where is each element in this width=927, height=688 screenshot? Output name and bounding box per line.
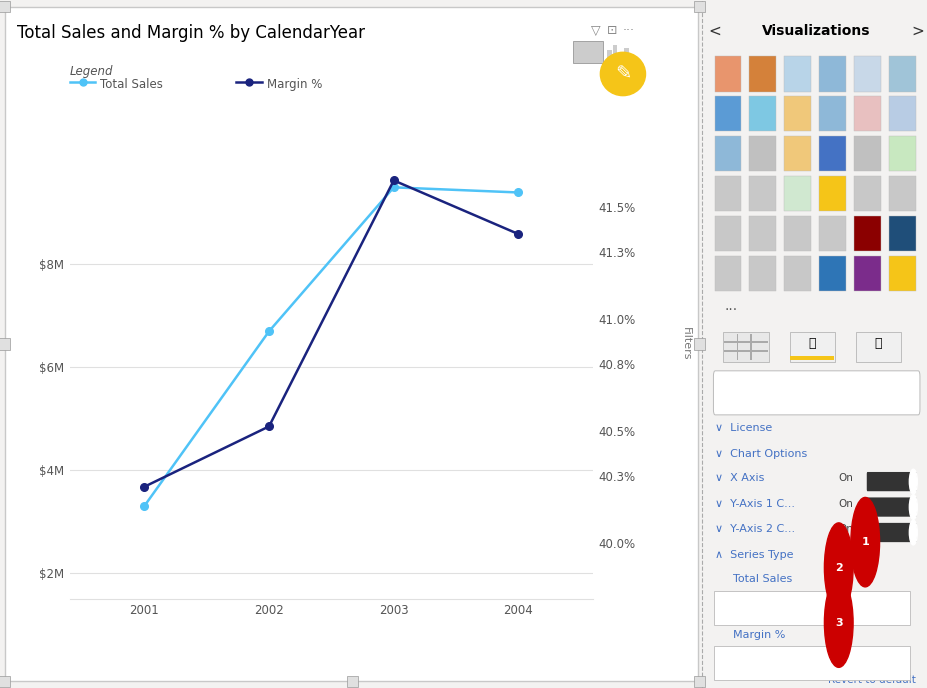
Text: ∨  Y-Axis 1 C...: ∨ Y-Axis 1 C... (716, 499, 795, 509)
Text: Line: Line (729, 654, 753, 667)
Text: 🔍: 🔍 (733, 380, 740, 391)
FancyBboxPatch shape (867, 497, 917, 517)
Text: ∨  Chart Options: ∨ Chart Options (716, 449, 807, 459)
Text: Total Sales: Total Sales (100, 78, 163, 91)
FancyBboxPatch shape (784, 176, 811, 211)
FancyBboxPatch shape (889, 176, 916, 211)
FancyBboxPatch shape (749, 56, 776, 92)
FancyBboxPatch shape (784, 136, 811, 171)
Bar (751, 334, 752, 360)
Circle shape (909, 495, 918, 519)
FancyBboxPatch shape (819, 256, 845, 291)
FancyBboxPatch shape (854, 136, 881, 171)
FancyBboxPatch shape (723, 332, 768, 362)
Text: Search: Search (762, 380, 802, 394)
Text: 3: 3 (835, 618, 843, 627)
FancyBboxPatch shape (889, 96, 916, 131)
FancyBboxPatch shape (715, 96, 742, 131)
FancyBboxPatch shape (854, 216, 881, 251)
Text: Legend: Legend (70, 65, 113, 78)
Circle shape (909, 520, 918, 545)
Text: ···: ··· (724, 303, 737, 316)
Text: Line: Line (729, 599, 753, 612)
FancyBboxPatch shape (889, 56, 916, 92)
Text: ···: ··· (623, 24, 635, 37)
FancyBboxPatch shape (715, 136, 742, 171)
FancyBboxPatch shape (854, 56, 881, 92)
FancyBboxPatch shape (749, 96, 776, 131)
FancyBboxPatch shape (819, 56, 845, 92)
Text: Margin %: Margin % (267, 78, 323, 91)
FancyBboxPatch shape (749, 176, 776, 211)
FancyBboxPatch shape (749, 216, 776, 251)
Text: ∨: ∨ (901, 601, 909, 610)
Text: ∨  X Axis: ∨ X Axis (716, 473, 765, 484)
Text: On: On (839, 499, 854, 509)
FancyBboxPatch shape (715, 176, 742, 211)
FancyBboxPatch shape (854, 256, 881, 291)
FancyBboxPatch shape (714, 371, 920, 415)
Circle shape (601, 52, 645, 96)
Text: Filters: Filters (681, 327, 691, 361)
Text: 🔍: 🔍 (875, 337, 883, 350)
Text: Revert to default: Revert to default (828, 675, 916, 685)
FancyBboxPatch shape (889, 216, 916, 251)
FancyBboxPatch shape (819, 136, 845, 171)
Text: 1: 1 (861, 537, 870, 547)
FancyBboxPatch shape (749, 136, 776, 171)
Circle shape (824, 523, 853, 612)
Text: ∨: ∨ (901, 656, 909, 665)
Circle shape (824, 578, 853, 667)
Text: <: < (709, 24, 721, 39)
Text: ∨  License: ∨ License (716, 423, 772, 433)
Text: ▽: ▽ (591, 24, 601, 37)
Text: ✎: ✎ (615, 65, 631, 83)
FancyBboxPatch shape (889, 256, 916, 291)
Bar (790, 356, 834, 360)
Text: Total Sales: Total Sales (733, 574, 792, 585)
Text: >: > (912, 24, 924, 39)
FancyBboxPatch shape (715, 646, 910, 680)
Bar (724, 341, 768, 343)
FancyBboxPatch shape (784, 56, 811, 92)
FancyBboxPatch shape (867, 523, 917, 542)
Text: Visualizations: Visualizations (762, 24, 871, 38)
Circle shape (851, 497, 880, 587)
FancyBboxPatch shape (854, 96, 881, 131)
FancyBboxPatch shape (784, 216, 811, 251)
FancyBboxPatch shape (819, 216, 845, 251)
FancyBboxPatch shape (784, 256, 811, 291)
Text: 🖌: 🖌 (808, 337, 816, 350)
FancyBboxPatch shape (749, 256, 776, 291)
Bar (724, 350, 768, 352)
FancyBboxPatch shape (715, 256, 742, 291)
Text: On: On (839, 473, 854, 484)
FancyBboxPatch shape (867, 472, 917, 491)
Text: ∨  Y-Axis 2 C...: ∨ Y-Axis 2 C... (716, 524, 795, 535)
FancyBboxPatch shape (715, 216, 742, 251)
FancyBboxPatch shape (889, 136, 916, 171)
Circle shape (909, 469, 918, 494)
Text: Margin %: Margin % (733, 630, 785, 640)
Bar (737, 334, 739, 360)
FancyBboxPatch shape (856, 332, 901, 362)
Text: 2: 2 (835, 563, 843, 572)
FancyBboxPatch shape (715, 56, 742, 92)
FancyBboxPatch shape (715, 591, 910, 625)
FancyBboxPatch shape (819, 176, 845, 211)
Text: ⊡: ⊡ (607, 24, 617, 37)
Text: On: On (839, 524, 854, 535)
Text: ∧  Series Type: ∧ Series Type (716, 550, 794, 561)
Text: Total Sales and Margin % by CalendarYear: Total Sales and Margin % by CalendarYear (17, 24, 364, 42)
FancyBboxPatch shape (790, 332, 835, 362)
FancyBboxPatch shape (784, 96, 811, 131)
FancyBboxPatch shape (854, 176, 881, 211)
FancyBboxPatch shape (819, 96, 845, 131)
